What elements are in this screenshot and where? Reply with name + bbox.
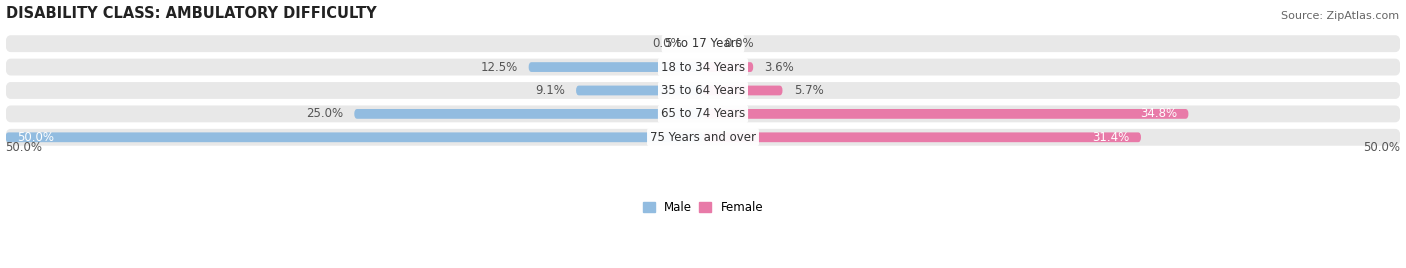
Text: 0.0%: 0.0% xyxy=(652,37,682,50)
FancyBboxPatch shape xyxy=(6,106,1400,122)
FancyBboxPatch shape xyxy=(354,109,703,119)
Text: 0.0%: 0.0% xyxy=(724,37,754,50)
Text: 50.0%: 50.0% xyxy=(17,131,53,144)
FancyBboxPatch shape xyxy=(6,35,1400,52)
FancyBboxPatch shape xyxy=(703,62,754,72)
Text: DISABILITY CLASS: AMBULATORY DIFFICULTY: DISABILITY CLASS: AMBULATORY DIFFICULTY xyxy=(6,6,377,21)
FancyBboxPatch shape xyxy=(703,132,1142,142)
FancyBboxPatch shape xyxy=(703,109,1188,119)
Text: 50.0%: 50.0% xyxy=(6,141,42,154)
Legend: Male, Female: Male, Female xyxy=(638,197,768,219)
FancyBboxPatch shape xyxy=(576,85,703,95)
FancyBboxPatch shape xyxy=(6,129,1400,146)
Text: 34.8%: 34.8% xyxy=(1140,107,1177,120)
Text: 3.6%: 3.6% xyxy=(765,61,794,74)
Text: 65 to 74 Years: 65 to 74 Years xyxy=(661,107,745,120)
Text: 25.0%: 25.0% xyxy=(307,107,343,120)
Text: 75 Years and over: 75 Years and over xyxy=(650,131,756,144)
Text: 31.4%: 31.4% xyxy=(1092,131,1130,144)
Text: 9.1%: 9.1% xyxy=(536,84,565,97)
Text: 12.5%: 12.5% xyxy=(481,61,517,74)
Text: 35 to 64 Years: 35 to 64 Years xyxy=(661,84,745,97)
Text: 18 to 34 Years: 18 to 34 Years xyxy=(661,61,745,74)
FancyBboxPatch shape xyxy=(6,59,1400,76)
FancyBboxPatch shape xyxy=(703,85,783,95)
FancyBboxPatch shape xyxy=(529,62,703,72)
Text: 5 to 17 Years: 5 to 17 Years xyxy=(665,37,741,50)
FancyBboxPatch shape xyxy=(6,132,703,142)
Text: 5.7%: 5.7% xyxy=(793,84,824,97)
Text: Source: ZipAtlas.com: Source: ZipAtlas.com xyxy=(1281,11,1399,21)
Text: 50.0%: 50.0% xyxy=(1364,141,1400,154)
FancyBboxPatch shape xyxy=(6,82,1400,99)
